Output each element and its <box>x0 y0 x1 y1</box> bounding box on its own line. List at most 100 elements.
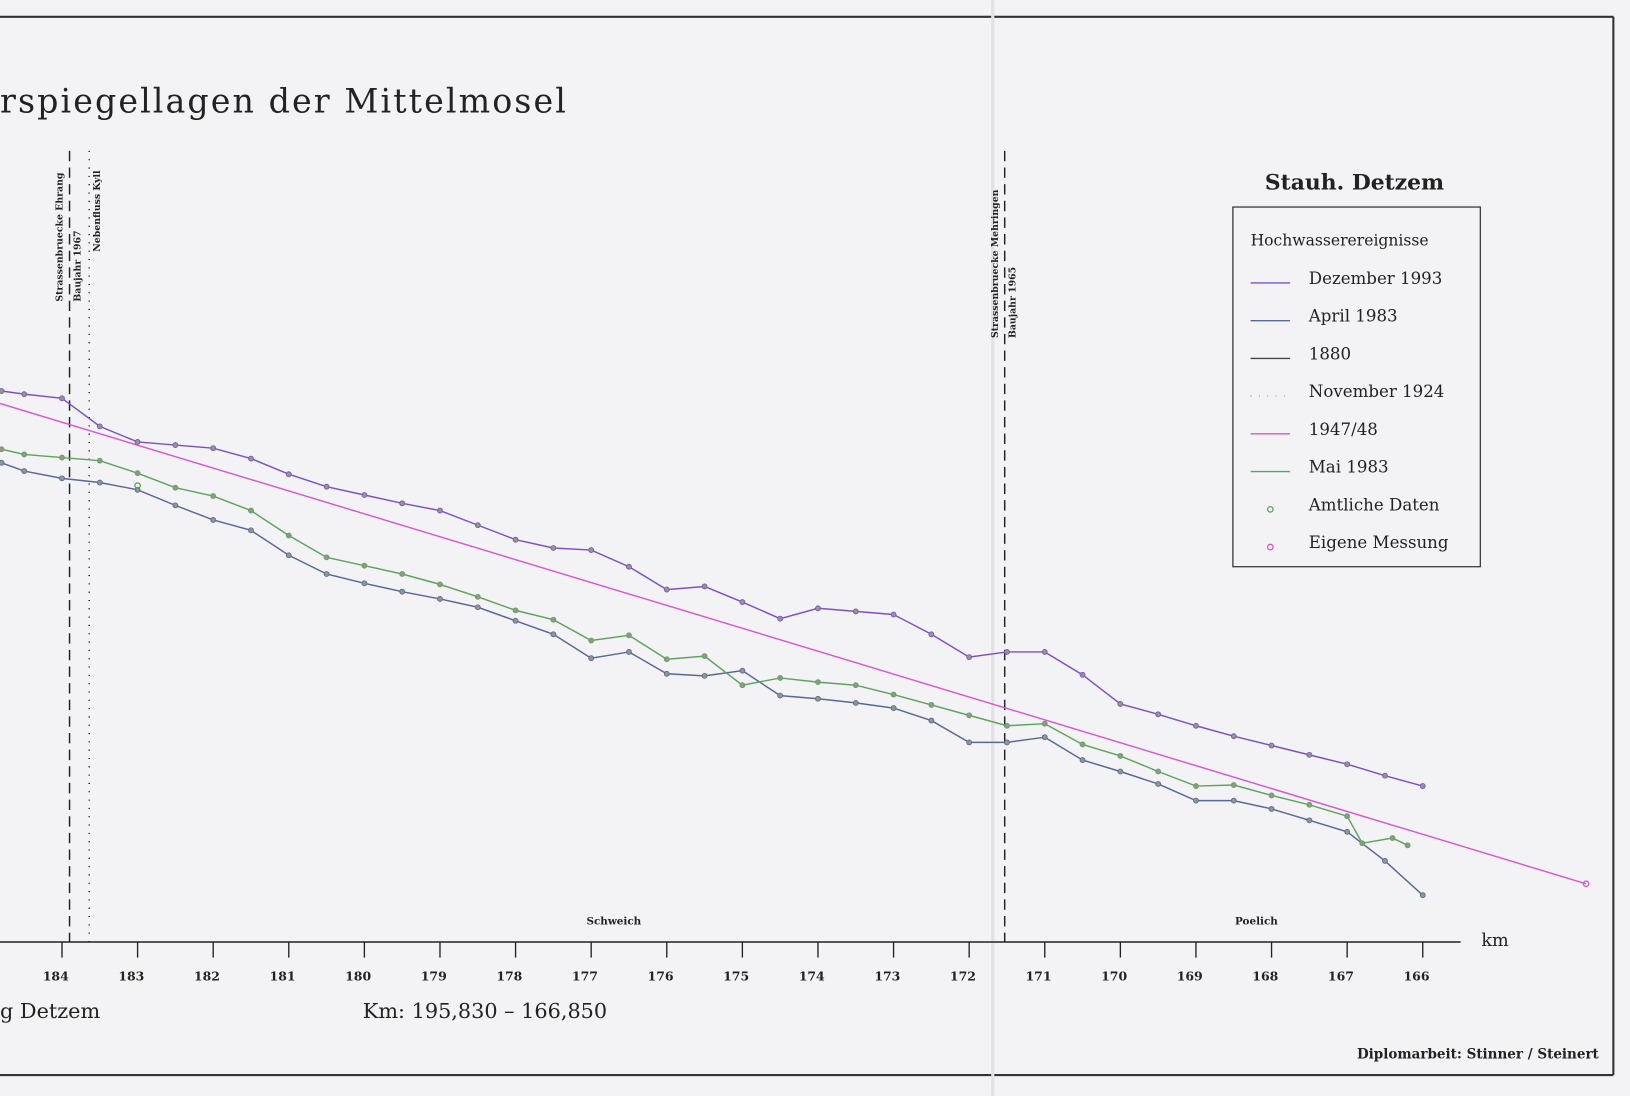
data-point <box>550 631 557 638</box>
data-point <box>1117 768 1124 775</box>
legend-header: Hochwasserereignisse <box>1251 231 1429 249</box>
data-point <box>210 445 217 452</box>
legend-label: Amtliche Daten <box>1308 495 1440 514</box>
data-point <box>663 670 670 677</box>
data-point <box>399 571 406 577</box>
data-point <box>134 439 141 445</box>
data-point <box>663 656 670 663</box>
x-tick-label: 183 <box>118 968 144 983</box>
data-point <box>134 470 141 477</box>
reference-label: Baujahr 1967 <box>72 230 83 301</box>
data-point <box>210 493 217 499</box>
data-point <box>777 615 784 622</box>
data-point <box>890 691 897 698</box>
data-point <box>0 388 5 394</box>
data-point <box>248 507 254 514</box>
data-point <box>815 695 821 702</box>
data-point <box>550 545 557 551</box>
data-point <box>0 446 5 453</box>
data-point <box>248 455 254 462</box>
data-point <box>588 655 595 662</box>
legend-label: April 1983 <box>1308 307 1398 326</box>
data-point <box>1382 772 1388 779</box>
data-point <box>21 451 28 458</box>
data-point <box>701 583 708 590</box>
data-point <box>852 608 859 615</box>
data-point <box>59 454 65 461</box>
subtitle: g Detzem <box>0 999 100 1023</box>
data-point <box>928 717 935 724</box>
series-line <box>0 402 1587 885</box>
data-point <box>626 632 632 639</box>
legend-label: November 1924 <box>1309 382 1445 401</box>
data-point <box>285 552 292 559</box>
data-point <box>361 562 368 569</box>
data-point <box>210 517 217 523</box>
legend-label: Eigene Messung <box>1309 533 1449 552</box>
data-point <box>1193 797 1199 804</box>
data-point <box>1306 751 1313 758</box>
data-point <box>1041 734 1048 741</box>
data-point <box>1268 742 1275 749</box>
data-point <box>474 522 481 529</box>
data-point <box>1306 801 1313 808</box>
data-point <box>21 468 28 474</box>
data-point <box>437 581 443 588</box>
reference-label: Nebenfluss Kyll <box>92 170 103 252</box>
data-point <box>663 586 670 593</box>
x-tick-label: 176 <box>648 968 674 983</box>
x-tick-label: 177 <box>572 968 598 983</box>
data-point <box>1230 733 1237 740</box>
data-point <box>1344 813 1351 820</box>
data-point <box>1268 806 1275 812</box>
reference-label: Strassenbruecke Ehrang <box>55 172 66 302</box>
data-point <box>172 502 179 509</box>
x-tick-label: 171 <box>1026 968 1052 983</box>
data-point <box>512 607 519 614</box>
data-point <box>512 617 519 624</box>
data-point <box>1041 649 1048 655</box>
data-point <box>59 475 65 482</box>
data-point <box>890 705 897 711</box>
data-point <box>701 653 708 660</box>
data-point <box>21 391 28 398</box>
data-point <box>512 536 519 543</box>
data-point <box>1230 782 1237 788</box>
data-point <box>1382 857 1388 864</box>
legend-label: Mai 1983 <box>1309 458 1389 477</box>
x-tick-label: 173 <box>874 968 900 983</box>
x-tick-label: 169 <box>1177 968 1203 983</box>
data-point <box>1306 817 1313 824</box>
data-point <box>1193 783 1199 789</box>
data-point <box>1041 720 1048 727</box>
data-point <box>626 563 632 570</box>
data-point <box>1419 892 1426 899</box>
data-point <box>1004 739 1010 746</box>
data-point <box>777 692 784 699</box>
x-tick-label: 182 <box>194 968 220 983</box>
place-label: Poelich <box>1235 915 1278 927</box>
data-point <box>550 616 557 623</box>
data-point <box>739 667 746 674</box>
data-point <box>323 571 330 577</box>
x-tick-label: 170 <box>1101 968 1127 983</box>
data-point <box>1079 757 1086 763</box>
data-point <box>1359 840 1366 847</box>
data-point <box>626 649 632 655</box>
data-point <box>361 492 368 498</box>
data-point <box>966 654 973 661</box>
data-point <box>285 471 292 478</box>
data-point <box>739 682 746 689</box>
data-point <box>437 507 443 514</box>
data-point <box>588 547 595 553</box>
data-point <box>1079 741 1086 748</box>
range-text: Km: 195,830 – 166,850 <box>363 999 607 1023</box>
data-point <box>1268 792 1275 799</box>
data-point <box>285 532 292 539</box>
data-point <box>1117 752 1124 759</box>
legend-label: 1880 <box>1309 344 1351 363</box>
data-point <box>59 395 65 402</box>
data-point <box>928 702 935 708</box>
data-point <box>1389 835 1396 841</box>
